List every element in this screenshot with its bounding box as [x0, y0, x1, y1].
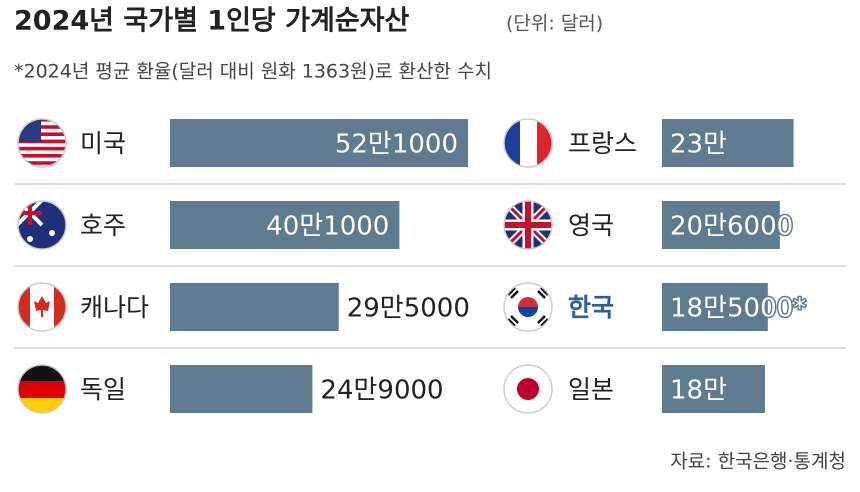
flag [504, 365, 552, 413]
flag [504, 201, 552, 249]
flag-stripe [18, 132, 66, 136]
flag-trigrams [507, 287, 549, 327]
bar [170, 283, 339, 331]
unit: (단위: 달러) [506, 13, 603, 35]
bar [662, 365, 765, 413]
bar [170, 119, 468, 167]
flag-rim [503, 118, 553, 168]
flag-stripe [18, 119, 66, 122]
value-label: 40만1000 [266, 212, 389, 242]
bar [662, 201, 780, 249]
bar [170, 201, 400, 249]
flag-stripe [18, 161, 66, 165]
bar [662, 119, 794, 167]
category-label: 미국 [80, 129, 126, 158]
flag-rim [17, 118, 67, 168]
source: 자료: 한국은행·통계청 [670, 451, 846, 473]
value-label: 18만 [670, 376, 727, 406]
flag-stripe [18, 139, 66, 144]
category-label: 영국 [568, 211, 614, 240]
flag-star [27, 236, 33, 242]
category-label: 한국 [568, 293, 614, 322]
category-label: 일본 [568, 375, 614, 404]
flag-rim [503, 200, 553, 250]
flag-rim [17, 364, 67, 414]
category-label: 캐나다 [80, 293, 149, 322]
flag-rim [503, 282, 553, 332]
flag-rim [17, 282, 67, 332]
flag-stripe [18, 154, 66, 158]
value-label: 52만1000 [335, 130, 458, 160]
flag-band [18, 381, 66, 398]
category-label: 프랑스 [568, 129, 637, 158]
flag-star [49, 230, 55, 236]
value-label: 23만 [670, 130, 727, 160]
flag-disc [517, 378, 539, 400]
flag-band [520, 119, 537, 167]
category-label: 독일 [80, 375, 126, 404]
value-label: 29만5000 [347, 294, 470, 324]
value-label: 24만9000 [320, 376, 443, 406]
chart-title: 2024년 국가별 1인당 가계순자산 [14, 6, 410, 37]
value-label: 18만5000* [670, 294, 806, 324]
value-label: 20만6000 [670, 212, 793, 242]
flag-leaf [34, 296, 50, 317]
flag-rim [503, 364, 553, 414]
flag-stripe [18, 146, 66, 151]
flag-rim [17, 200, 67, 250]
note: *2024년 평균 환율(달러 대비 원화 1363원)로 환산한 수치 [14, 61, 492, 83]
flag-taegeuk [518, 307, 538, 317]
category-label: 호주 [80, 211, 126, 240]
flag [504, 283, 552, 331]
bar [170, 365, 313, 413]
flag-stripe [18, 125, 66, 129]
dividers [14, 183, 846, 349]
bar [662, 283, 768, 331]
flag-taegeuk [518, 297, 538, 307]
flag-cross [504, 201, 552, 249]
